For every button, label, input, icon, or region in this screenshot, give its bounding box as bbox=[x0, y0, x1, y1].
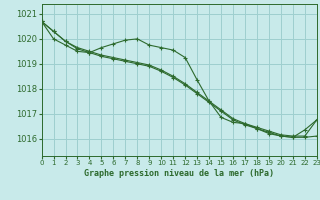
X-axis label: Graphe pression niveau de la mer (hPa): Graphe pression niveau de la mer (hPa) bbox=[84, 169, 274, 178]
